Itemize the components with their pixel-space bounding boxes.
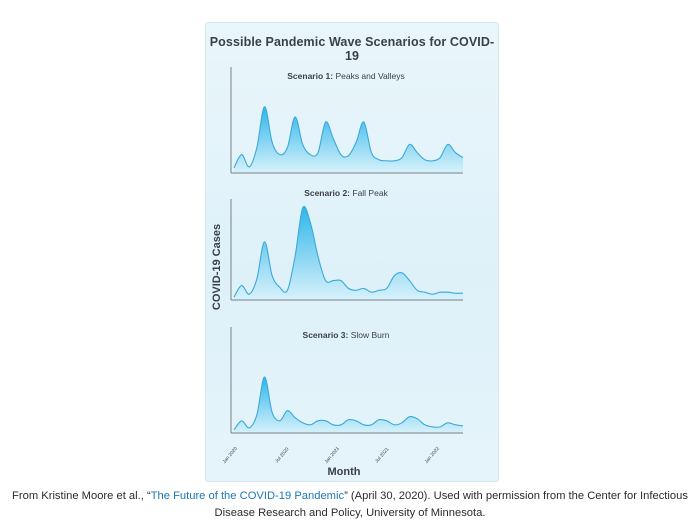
wave-line-scenario-3 xyxy=(233,376,464,431)
scenario-label-text: Fall Peak xyxy=(350,188,389,198)
scenario-label-bold: Scenario 1: xyxy=(287,71,333,81)
y-axis-label: COVID-19 Cases xyxy=(211,224,223,310)
x-tick-label: Jan 2022 xyxy=(424,446,441,465)
scenario-label-text: Peaks and Valleys xyxy=(333,71,405,81)
scenario-label-bold: Scenario 2: xyxy=(304,188,350,198)
x-tick-label: Jul 2020 xyxy=(274,446,290,464)
chart-title: Possible Pandemic Wave Scenarios for COV… xyxy=(209,35,495,63)
wave-line-scenario-1 xyxy=(233,106,464,169)
wave-area-scenario-1 xyxy=(234,106,463,173)
scenario-label-1: Scenario 1: Peaks and Valleys xyxy=(287,71,405,81)
chart-figure: Possible Pandemic Wave Scenarios for COV… xyxy=(205,22,499,482)
wave-area-scenario-3 xyxy=(234,376,463,433)
scenario-label-text: Slow Burn xyxy=(348,330,389,340)
caption-suffix: ” (April 30, 2020). Used with permission… xyxy=(214,490,688,519)
x-axis-label: Month xyxy=(328,466,361,478)
scenario-label-2: Scenario 2: Fall Peak xyxy=(304,188,388,198)
x-tick-label: Jul 2021 xyxy=(374,446,390,464)
caption-link[interactable]: The Future of the COVID-19 Pandemic xyxy=(150,490,345,502)
scenario-label-bold: Scenario 3: xyxy=(303,330,349,340)
x-tick-label: Jan 2020 xyxy=(222,446,239,465)
chart-plots: Scenario 1: Peaks and Valleys Scenario 2:… xyxy=(211,67,464,478)
x-tick-label: Jan 2021 xyxy=(324,446,341,465)
scenario-label-3: Scenario 3: Slow Burn xyxy=(303,330,390,340)
caption-prefix: From Kristine Moore et al., “ xyxy=(12,490,151,502)
wave-line-scenario-2 xyxy=(233,206,464,298)
figure-caption: From Kristine Moore et al., “The Future … xyxy=(8,488,692,522)
